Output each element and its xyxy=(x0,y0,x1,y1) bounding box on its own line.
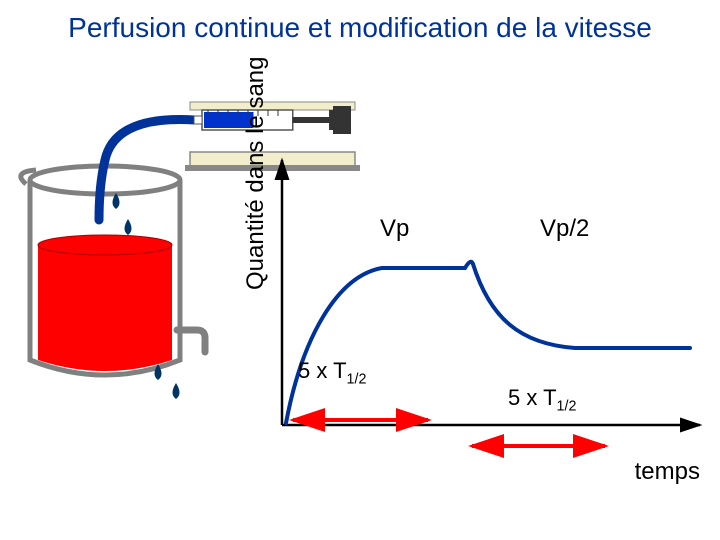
slide: Perfusion continue et modification de la… xyxy=(0,0,720,540)
t2-text: 5 x T xyxy=(508,385,557,410)
y-axis-label: Quantité dans le sang xyxy=(242,57,270,291)
second-halflife-label: 5 x T1/2 xyxy=(508,385,576,414)
first-halflife-label: 5 x T1/2 xyxy=(298,358,366,387)
slide-title: Perfusion continue et modification de la… xyxy=(0,12,720,44)
vp-label: Vp xyxy=(380,215,409,243)
t1-text: 5 x T xyxy=(298,358,347,383)
t2-sub: 1/2 xyxy=(557,398,577,414)
diagram-svg xyxy=(0,70,720,540)
x-axis-label: temps xyxy=(635,458,700,486)
vp-half-label: Vp/2 xyxy=(540,215,589,243)
t1-sub: 1/2 xyxy=(347,371,367,387)
diagram-area xyxy=(0,70,720,540)
